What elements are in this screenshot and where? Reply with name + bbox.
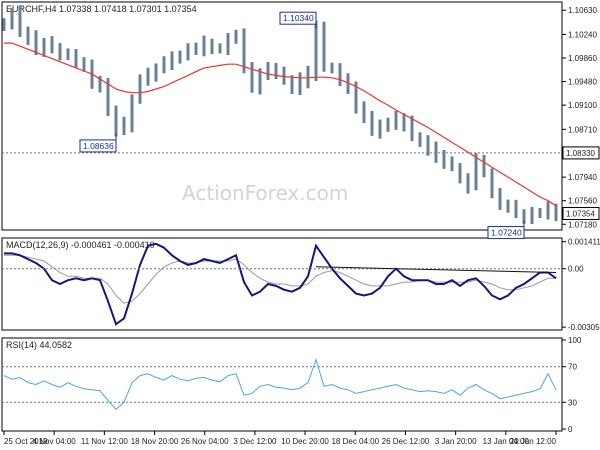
x-tick-label: 18 Dec 04:00 [331, 437, 379, 446]
current-price-label: 1.07354 [566, 209, 595, 218]
price-title: EURCHF,H4 1.07338 1.07418 1.07301 1.0735… [6, 4, 197, 14]
rsi-tick-label: 30 [568, 398, 577, 407]
x-tick-label: 20 Jan 12:00 [510, 437, 557, 446]
rsi-panel-frame [1, 337, 563, 432]
rsi-tick-label: 70 [568, 363, 577, 372]
price-tick-label: 1.09860 [568, 54, 597, 63]
rsi-line [3, 357, 557, 411]
axis-layer: 1.10630 1.10240 1.09860 1.09480 1.09100 1.087… [3, 6, 600, 446]
x-tick-label: 13 Jan 04:00 [483, 437, 530, 446]
x-tick-label: 3 Dec 12:00 [233, 437, 277, 446]
rsi-tick-label: 100 [568, 336, 582, 345]
watermark: ActionForex.com [182, 181, 348, 205]
level-box [562, 146, 600, 160]
price-panel-frame [1, 1, 563, 231]
annotation-label: 1.08636 [83, 141, 114, 151]
level-label: 1.08330 [566, 149, 595, 158]
price-tick-label: 1.09100 [568, 101, 597, 110]
macd-tick-label: 0.00 [568, 265, 584, 274]
annotation-box [79, 139, 117, 153]
rsi-tick-label: 0 [568, 425, 573, 434]
price-tick-label: 1.08710 [568, 125, 597, 134]
current-price-box [562, 206, 600, 220]
annotation-label: 1.10340 [283, 13, 314, 23]
x-tick-label: 18 Nov 20:00 [131, 437, 179, 446]
rsi-layer [2, 357, 562, 411]
price-tick-label: 1.09480 [568, 78, 597, 87]
annotation-box [487, 226, 525, 240]
price-tick-label: 1.07180 [568, 220, 597, 229]
price-tick-label: 1.10240 [568, 30, 597, 39]
macd-line [4, 242, 557, 326]
macd-panel-frame [1, 237, 563, 331]
annotation-box [279, 11, 317, 25]
annotation-label: 1.07240 [491, 228, 522, 238]
macd-layer [2, 242, 562, 326]
annotation-1.07240: 1.07240 [487, 220, 525, 240]
x-tick-label: 26 Nov 04:00 [181, 437, 229, 446]
x-tick-label: 25 Oct 2019 [4, 437, 48, 446]
macd-title: MACD(12,26,9) -0.000461 -0.000410 [6, 240, 155, 250]
price-tick-label: 1.07940 [568, 173, 597, 182]
x-tick-label: 11 Nov 12:00 [81, 437, 129, 446]
macd-tick-label: 0.001411 [568, 238, 600, 247]
rsi-title: RSI(14) 44.0582 [6, 340, 72, 350]
x-tick-label: 10 Dec 20:00 [281, 437, 329, 446]
annotation-1.08636: 1.08636 [79, 133, 117, 153]
price-layer: 1.10340 1.08636 1.07240 [2, 6, 562, 240]
macd-trendline [315, 266, 557, 274]
price-tick-label: 1.10630 [568, 6, 597, 15]
x-tick-label: 26 Dec 12:00 [382, 437, 430, 446]
price-tick-label: 1.07560 [568, 197, 597, 206]
x-tick-label: 4 Nov 04:00 [33, 437, 77, 446]
annotation-1.10340: 1.10340 [279, 11, 317, 29]
x-tick-label: 3 Jan 20:00 [435, 437, 477, 446]
macd-tick-label: -0.003055 [568, 323, 600, 332]
moving-average-line [4, 42, 557, 207]
